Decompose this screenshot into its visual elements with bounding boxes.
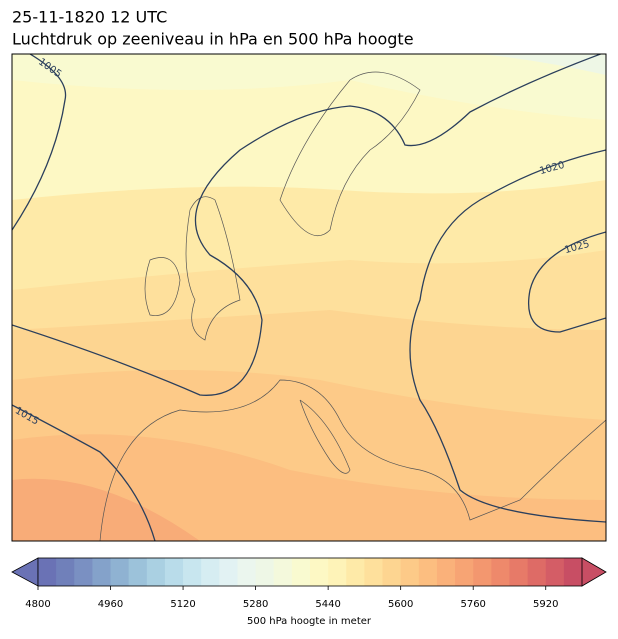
coastline (185, 196, 241, 341)
colorbar-label: 500 hPa hoogte in meter (247, 616, 372, 627)
colorbar-segment (164, 558, 184, 586)
colorbar-segment (346, 558, 365, 586)
colorbar-frame (37, 557, 583, 587)
colorbar-segment (146, 558, 166, 586)
field-band (12, 478, 200, 541)
colorbar-segment (219, 558, 238, 586)
colorbar-segment (436, 558, 456, 586)
colorbar-segment (128, 558, 148, 586)
colorbar-segment (455, 558, 474, 586)
colorbar-segment (255, 558, 275, 586)
colorbar-tick-label: 5760 (460, 599, 485, 610)
isobar (12, 54, 67, 231)
map: 1005 1020 1025 1015 (12, 54, 606, 541)
colorbar-segment (310, 558, 329, 586)
isobar (528, 231, 606, 333)
colorbar-segment (291, 558, 311, 586)
colorbar-segment (473, 558, 492, 586)
colorbar-segment (74, 558, 93, 586)
isobar (12, 54, 603, 396)
colorbar-segment (527, 558, 547, 586)
colorbar-segment (38, 558, 57, 586)
colorbar-segment (364, 558, 384, 586)
field-band (12, 434, 606, 541)
colorbar-tick-label: 5120 (170, 599, 195, 610)
colorbar-segment (273, 558, 293, 586)
colorbar-tick-label: 4960 (98, 599, 123, 610)
isobar (409, 149, 606, 523)
coastline (144, 257, 181, 316)
colorbar-segment (418, 558, 438, 586)
colorbar-tick-label: 5600 (388, 599, 413, 610)
colorbar-segment (183, 558, 202, 586)
title-date: 25-11-1820 12 UTC (12, 8, 167, 27)
map-frame (11, 53, 607, 542)
colorbar-extend-high (581, 557, 607, 587)
colorbar-segment (563, 558, 583, 586)
colorbar-segment (201, 558, 220, 586)
colorbar-segment (545, 558, 565, 586)
colorbar-tick-label: 5440 (315, 599, 340, 610)
colorbar: 4800 4960 5120 5280 5440 5600 5760 5920 (11, 557, 607, 610)
colorbar-segment (382, 558, 402, 586)
colorbar-segment (237, 558, 257, 586)
isobar (12, 404, 156, 541)
colorbar-segment (56, 558, 75, 586)
colorbar-segment (328, 558, 347, 586)
title-description: Luchtdruk op zeeniveau in hPa en 500 hPa… (12, 30, 414, 49)
colorbar-segment (110, 558, 130, 586)
colorbar-extend-low (11, 557, 39, 587)
coastline (299, 399, 351, 474)
coastline (99, 379, 606, 541)
colorbar-segment (92, 558, 112, 586)
colorbar-tick-label: 4800 (25, 599, 50, 610)
colorbar-tick-label: 5280 (243, 599, 268, 610)
colorbar-segment (509, 558, 529, 586)
coastline (279, 71, 421, 236)
colorbar-segment (400, 558, 420, 586)
colorbar-tick-label: 5920 (533, 599, 558, 610)
colorbar-segment (491, 558, 510, 586)
